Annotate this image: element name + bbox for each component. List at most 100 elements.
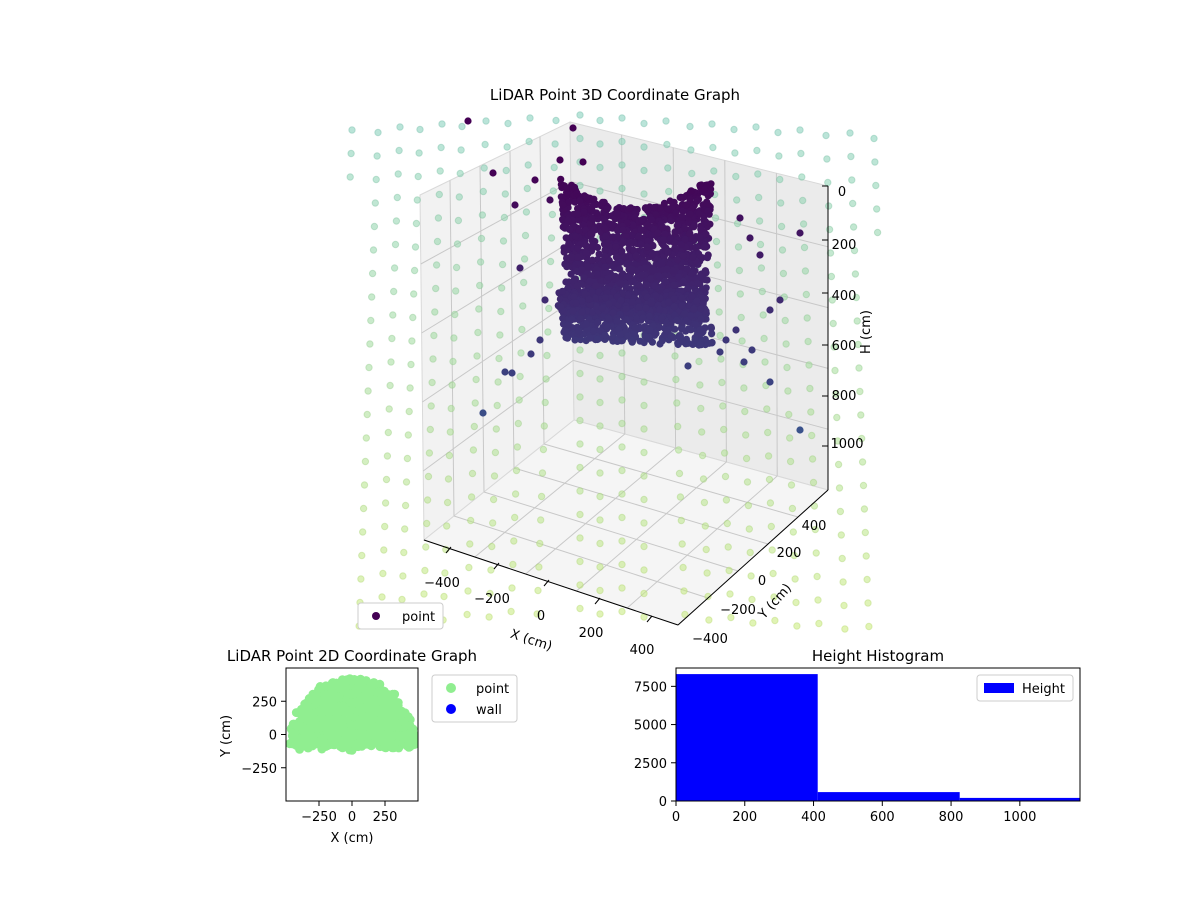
wall-point-3d bbox=[677, 516, 685, 525]
x-tick-label-hist: 600 bbox=[870, 810, 895, 825]
point-3d bbox=[612, 243, 620, 251]
wall-point-3d bbox=[535, 563, 543, 571]
point-2d bbox=[334, 692, 343, 702]
legend-2d-marker-wall bbox=[446, 704, 456, 714]
wall-point-3d bbox=[618, 419, 626, 428]
point-3d bbox=[756, 251, 764, 259]
wall-point-3d bbox=[853, 317, 861, 325]
point-3d bbox=[622, 305, 630, 313]
wall-point-3d bbox=[596, 492, 604, 501]
wall-point-3d bbox=[715, 308, 723, 316]
wall-point-3d bbox=[367, 316, 375, 325]
point-3d bbox=[573, 190, 581, 198]
wall-point-3d bbox=[550, 163, 558, 172]
wall-point-3d bbox=[429, 355, 437, 363]
wall-point-3d bbox=[443, 498, 452, 507]
wall-point-3d bbox=[800, 243, 809, 252]
wall-point-3d bbox=[676, 493, 685, 501]
point-2d bbox=[347, 728, 357, 738]
point-3d bbox=[638, 216, 646, 224]
point-3d bbox=[559, 201, 567, 209]
wall-point-3d bbox=[742, 431, 750, 439]
wall-point-3d bbox=[467, 516, 475, 525]
point-3d bbox=[650, 203, 658, 212]
wall-point-3d bbox=[576, 111, 584, 119]
wall-point-3d bbox=[782, 340, 790, 348]
z-tick-label: 1000 bbox=[830, 437, 863, 452]
point-3d bbox=[593, 209, 601, 217]
point-3d bbox=[577, 260, 585, 268]
wall-point-3d bbox=[687, 146, 695, 154]
point-2d bbox=[352, 676, 362, 686]
point-3d bbox=[632, 252, 640, 260]
point-3d bbox=[683, 265, 691, 273]
point-3d bbox=[664, 205, 672, 213]
wall-point-3d bbox=[453, 240, 462, 248]
wall-point-3d bbox=[640, 143, 648, 151]
point-3d bbox=[732, 326, 740, 334]
hist-bar bbox=[959, 797, 1080, 801]
point-2d bbox=[361, 720, 371, 730]
point-3d bbox=[581, 290, 589, 298]
point-3d bbox=[590, 195, 598, 203]
wall-point-3d bbox=[640, 472, 648, 480]
point-2d bbox=[388, 693, 398, 703]
point-3d bbox=[707, 324, 716, 332]
point-3d bbox=[559, 215, 567, 223]
point-2d bbox=[324, 722, 334, 731]
wall-point-3d bbox=[830, 343, 838, 351]
point-3d bbox=[682, 201, 690, 209]
wall-point-3d bbox=[596, 351, 604, 360]
point-3d bbox=[655, 273, 663, 281]
wall-point-3d bbox=[618, 443, 626, 451]
wall-point-3d bbox=[420, 590, 428, 598]
wall-point-3d bbox=[374, 128, 382, 137]
wall-point-3d bbox=[449, 357, 457, 366]
wall-point-3d bbox=[428, 378, 436, 387]
point-3d bbox=[626, 204, 634, 213]
point-3d bbox=[661, 230, 669, 238]
wall-point-3d bbox=[440, 592, 448, 601]
point-3d bbox=[569, 307, 577, 315]
point-3d bbox=[670, 281, 678, 289]
wall-point-3d bbox=[854, 340, 862, 349]
wall-point-3d bbox=[500, 213, 509, 222]
point-3d bbox=[796, 229, 804, 237]
wall-point-3d bbox=[808, 431, 816, 440]
wall-point-3d bbox=[848, 176, 856, 184]
point-3d bbox=[703, 200, 712, 208]
point-3d bbox=[614, 227, 622, 235]
point-3d bbox=[678, 294, 686, 302]
wall-point-3d bbox=[766, 499, 775, 507]
wall-point-3d bbox=[415, 149, 423, 157]
wall-point-3d bbox=[730, 125, 738, 134]
wall-point-3d bbox=[511, 490, 520, 498]
wall-point-3d bbox=[721, 472, 730, 481]
point-3d bbox=[578, 297, 586, 305]
wall-point-3d bbox=[812, 549, 820, 557]
point-3d bbox=[612, 253, 621, 261]
point-3d bbox=[706, 220, 714, 228]
wall-point-3d bbox=[521, 231, 530, 240]
x-tick-label-hist: 1000 bbox=[1003, 810, 1036, 825]
wall-point-3d bbox=[423, 519, 431, 528]
point-3d bbox=[616, 331, 624, 339]
wall-point-3d bbox=[400, 548, 408, 557]
wall-point-3d bbox=[828, 296, 836, 304]
x-axis-label-2d: X (cm) bbox=[331, 831, 374, 846]
wall-point-3d bbox=[640, 589, 648, 598]
wall-point-3d bbox=[508, 584, 516, 592]
point-2d bbox=[304, 702, 314, 712]
wall-point-3d bbox=[490, 472, 499, 480]
wall-point-3d bbox=[740, 384, 748, 392]
wall-point-3d bbox=[640, 401, 648, 410]
wall-point-3d bbox=[838, 554, 846, 563]
wall-point-3d bbox=[640, 425, 648, 433]
point-3d bbox=[479, 409, 487, 417]
point-3d bbox=[641, 204, 650, 212]
point-3d bbox=[574, 210, 582, 218]
point-3d bbox=[675, 273, 683, 281]
point-3d bbox=[584, 307, 592, 315]
point-3d bbox=[627, 238, 635, 247]
point-3d bbox=[619, 226, 627, 234]
